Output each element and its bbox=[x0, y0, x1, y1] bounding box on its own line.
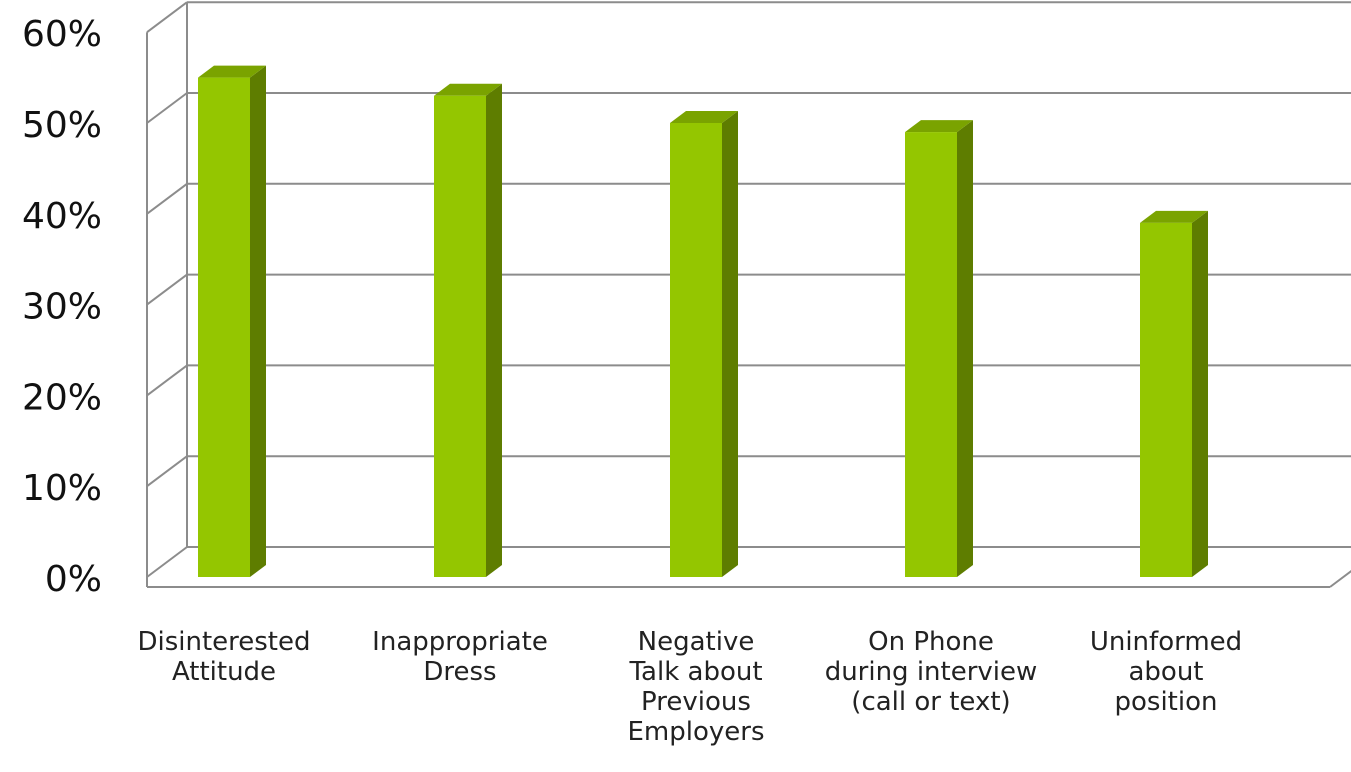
bar-top bbox=[670, 111, 738, 123]
bar bbox=[198, 65, 266, 577]
y-tick-label: 30% bbox=[22, 287, 102, 328]
x-category-label-line: Disinterested bbox=[137, 627, 310, 657]
gridline-diagonal bbox=[146, 1, 188, 34]
bars bbox=[198, 65, 1208, 577]
bar-top bbox=[1140, 210, 1208, 223]
y-tick-label: 50% bbox=[22, 105, 102, 146]
x-category-label: Negative Talk about Previous Employers bbox=[627, 627, 764, 747]
x-category-label-line: (call or text) bbox=[851, 687, 1010, 717]
floor-right-edge bbox=[1329, 570, 1351, 588]
x-category-label: Disinterested Attitude bbox=[137, 627, 310, 687]
gridlines bbox=[146, 1, 1351, 588]
x-category-label-line: position bbox=[1115, 687, 1218, 717]
x-axis-category-labels: Disinterested Attitude Inappropriate Dress N… bbox=[137, 627, 1242, 747]
bar-side bbox=[486, 83, 502, 577]
y-tick-label: 20% bbox=[22, 377, 102, 418]
x-category-label: Uninformed about position bbox=[1090, 627, 1242, 717]
x-category-label-line: Negative bbox=[638, 627, 755, 657]
bar-side bbox=[722, 111, 738, 577]
bar-top bbox=[198, 65, 266, 78]
x-category-label-line: Attitude bbox=[172, 657, 276, 687]
x-category-label-line: Previous bbox=[641, 687, 751, 717]
gridline-diagonal bbox=[146, 92, 188, 124]
x-category-label-line: during interview bbox=[825, 657, 1038, 687]
y-tick-label: 0% bbox=[45, 559, 102, 600]
x-category-label-line: Dress bbox=[423, 657, 496, 687]
bar-front bbox=[434, 95, 486, 577]
bar-side bbox=[957, 120, 973, 577]
bar-top bbox=[905, 120, 973, 133]
bar bbox=[434, 83, 502, 577]
bar-side bbox=[250, 65, 266, 577]
x-category-label-line: about bbox=[1128, 657, 1203, 687]
bar-front bbox=[905, 132, 957, 577]
gridline-diagonal bbox=[146, 364, 188, 397]
bar bbox=[670, 111, 738, 577]
gridline-diagonal bbox=[146, 183, 188, 215]
bar-top bbox=[434, 83, 502, 96]
bar-front bbox=[1140, 222, 1192, 577]
y-tick-label: 60% bbox=[22, 14, 102, 55]
gridline-diagonal bbox=[146, 546, 188, 578]
bar-side bbox=[1192, 210, 1208, 577]
bar bbox=[1140, 210, 1208, 577]
x-category-label-line: On Phone bbox=[868, 627, 994, 657]
x-category-label: Inappropriate Dress bbox=[372, 627, 548, 687]
gridline-diagonal bbox=[146, 273, 188, 306]
bar bbox=[905, 120, 973, 577]
x-category-label-line: Inappropriate bbox=[372, 627, 548, 657]
gridline-diagonal bbox=[146, 455, 188, 488]
x-category-label-line: Talk about bbox=[628, 657, 762, 687]
x-category-label-line: Uninformed bbox=[1090, 627, 1242, 657]
y-axis-tick-labels: 0% 10% 20% 30% 40% 50% 60% bbox=[22, 14, 102, 600]
bar-front bbox=[198, 77, 250, 577]
y-tick-label: 10% bbox=[22, 468, 102, 509]
bar-front bbox=[670, 123, 722, 577]
y-tick-label: 40% bbox=[22, 196, 102, 237]
x-category-label: On Phone during interview (call or text) bbox=[825, 627, 1038, 717]
x-category-label-line: Employers bbox=[627, 717, 764, 747]
